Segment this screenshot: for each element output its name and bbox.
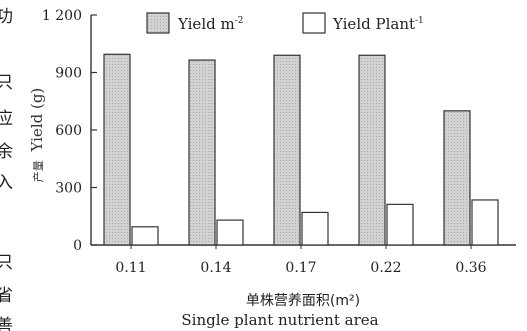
- legend-label-yield-m2-name: Yield m: [177, 15, 235, 33]
- bar-yield-m2: [273, 54, 301, 246]
- y-tick-label: 600: [55, 123, 82, 139]
- margin-fragment: 只: [0, 73, 13, 93]
- x-tick-label: 0.22: [370, 260, 401, 276]
- legend-swatch-yield-plant: [302, 12, 326, 34]
- x-tick-label: 0.14: [200, 260, 231, 276]
- x-axis-title: Single plant nutrient area: [181, 311, 378, 329]
- margin-fragment: 余: [0, 142, 13, 162]
- margin-fragment: 功: [0, 7, 13, 27]
- bar-yield-m2: [358, 54, 386, 246]
- bar-yield-plant: [301, 211, 329, 246]
- x-tick-labels: 0.11 0.14 0.17 0.22 0.36: [115, 245, 487, 276]
- y-tick-label: 900: [55, 66, 82, 82]
- bar-yield-plant: [131, 226, 159, 246]
- y-tick-label: 300: [55, 181, 82, 197]
- bar-yield-m2: [103, 53, 131, 246]
- legend: Yield m-2 Yield Plant-1: [146, 12, 424, 34]
- x-axis-title-cn: 单株营养面积(m²): [246, 293, 360, 309]
- axes: 0 300 600 900 1 200: [42, 8, 516, 254]
- margin-fragment: 省: [0, 286, 13, 306]
- margin-fragment: 应: [0, 109, 13, 129]
- y-tick-label: 1 200: [42, 8, 82, 24]
- bar-yield-plant: [471, 199, 499, 246]
- bars: [103, 53, 499, 246]
- legend-label-yield-plant-sup: -1: [415, 16, 424, 26]
- y-axis-title-en: Yield (g): [28, 88, 46, 153]
- margin-fragment: 只: [0, 253, 13, 273]
- x-tick-label: 0.36: [455, 260, 486, 276]
- y-axis-title: 产量 Yield (g): [28, 88, 46, 183]
- x-tick-label: 0.17: [285, 260, 316, 276]
- legend-swatch-yield-m2: [146, 12, 170, 34]
- bar-yield-plant: [216, 219, 244, 246]
- legend-label-yield-m2-sup: -2: [235, 16, 244, 26]
- margin-fragments: 功 只 应 余 入 只 省 善: [0, 7, 13, 331]
- x-tick-label: 0.11: [115, 260, 146, 276]
- legend-label-yield-plant-name: Yield Plant: [332, 15, 415, 33]
- bar-yield-m2: [443, 110, 471, 246]
- margin-fragment: 善: [0, 316, 13, 331]
- legend-label-yield-plant: Yield Plant-1: [332, 15, 424, 33]
- bar-yield-m2: [188, 59, 216, 246]
- y-tick-label: 0: [73, 238, 82, 254]
- legend-label-yield-m2: Yield m-2: [177, 15, 244, 33]
- margin-fragment: 入: [0, 173, 13, 193]
- bar-yield-plant: [386, 203, 414, 246]
- y-axis-title-cn: 产量: [31, 160, 45, 182]
